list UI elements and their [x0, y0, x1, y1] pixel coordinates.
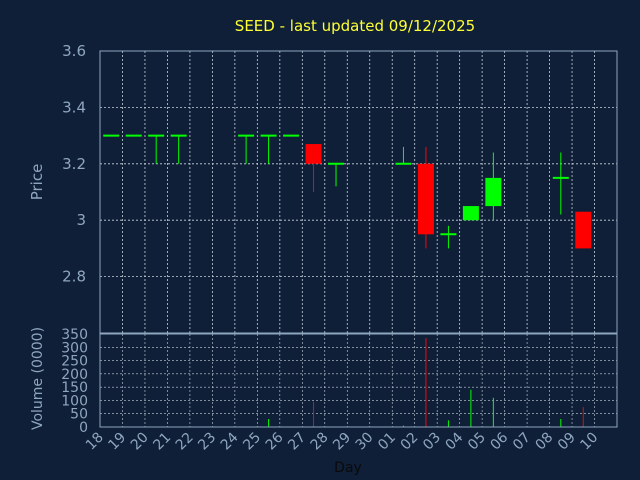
volume-bars — [268, 337, 584, 427]
candle-body — [305, 144, 322, 164]
candle — [395, 146, 412, 165]
candle — [552, 152, 569, 215]
candle — [148, 134, 165, 164]
volume-tick-label: 150 — [61, 380, 88, 396]
volume-frame — [99, 333, 618, 428]
candle — [305, 144, 322, 192]
price-axis-label: Price — [28, 164, 46, 201]
price-grid — [100, 50, 617, 333]
candle — [440, 225, 457, 249]
candle — [170, 134, 187, 164]
candle-body — [417, 163, 434, 235]
volume-tick-label: 350 — [61, 327, 88, 343]
volume-tick-label: 300 — [61, 340, 88, 356]
candle — [485, 152, 502, 221]
price-tick-label: 3.4 — [62, 98, 86, 116]
candle — [462, 206, 479, 221]
price-y-ticks: 2.8 3 3.2 3.4 3.6 — [62, 42, 86, 286]
volume-axis-label: Volume (0000) — [30, 327, 46, 430]
price-panel: 2.8 3 3.2 3.4 3.6 Price — [28, 42, 618, 334]
candle — [417, 146, 434, 249]
price-tick-label: 2.8 — [62, 268, 86, 286]
x-axis-label: Day — [334, 460, 362, 476]
volume-tick-label: 200 — [61, 367, 88, 383]
candle-body — [575, 211, 592, 249]
price-tick-label: 3 — [76, 211, 86, 229]
x-axis-ticks: 1819202122232425262728293001020304050607… — [83, 429, 601, 453]
candle — [575, 211, 592, 249]
volume-tick-label: 0 — [79, 420, 88, 436]
volume-tick-label: 50 — [70, 407, 88, 423]
volume-grid — [100, 333, 617, 428]
candle-body — [485, 177, 502, 207]
price-frame — [99, 50, 618, 334]
volume-tick-label: 100 — [61, 393, 88, 409]
price-tick-label: 3.2 — [62, 155, 86, 173]
candle-body — [462, 206, 479, 221]
candle — [238, 134, 255, 164]
price-candles — [103, 134, 592, 249]
candle — [328, 162, 345, 187]
price-tick-label: 3.6 — [62, 42, 86, 60]
chart-title: SEED - last updated 09/12/2025 — [235, 17, 475, 35]
candle — [260, 134, 277, 164]
volume-tick-label: 250 — [61, 354, 88, 370]
